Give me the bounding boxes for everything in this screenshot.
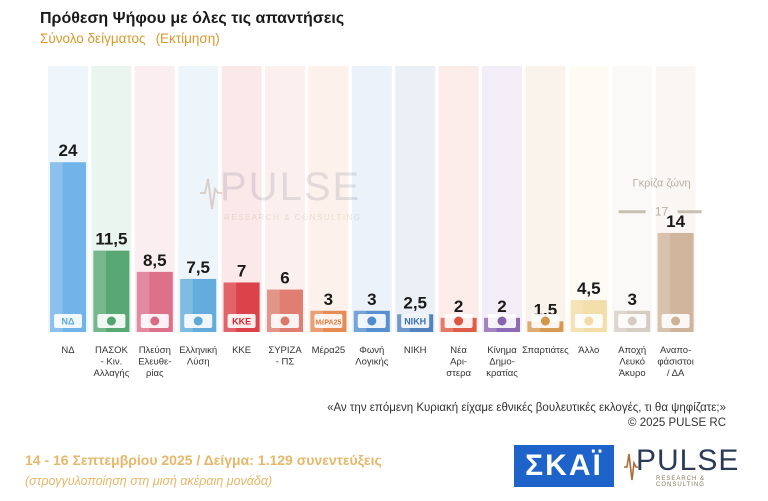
bar-background-column (482, 66, 522, 332)
category-label: ΚΚΕ (232, 345, 251, 356)
rounding-note: (στρογγυλοποίηση στη μισή ακέραιη μονάδα… (25, 474, 273, 488)
bar-value-label: 2 (454, 297, 463, 316)
bar-value-label: 3 (367, 290, 376, 309)
category-label: / ΔΑ (667, 368, 685, 379)
grey-zone-value: 17 (655, 205, 669, 219)
bar-value-label: 11,5 (95, 230, 127, 249)
category-label: Νέα (450, 345, 467, 356)
party-logo-badge (401, 314, 430, 328)
party-logo-icon (540, 316, 550, 326)
bar-background-column (351, 66, 392, 332)
bar-value-label: 24 (59, 141, 78, 160)
party-logo-badge (314, 314, 343, 328)
category-label: ΠΑΣΟΚ (95, 345, 128, 356)
bar-value-label: 4,5 (577, 279, 601, 298)
bar-value-label: 6 (280, 269, 289, 288)
bar-value-label: 14 (666, 212, 685, 231)
pulse-logo-wave-icon (624, 453, 638, 481)
vote-intention-chart: 17 Γκρίζα ζώνη 24 ΝΔ ΝΔ 11,5 ΠΑΣΟΚ- Κιν.Αλλαγή… (48, 66, 702, 379)
category-label: Φωνή (359, 345, 384, 356)
category-label: ΣΥΡΙΖΑ (268, 345, 302, 356)
party-logo-text: ΝΔ (62, 317, 75, 327)
chart-title: Πρόθεση Ψήφου με όλες τις απαντήσεις (40, 10, 345, 27)
category-label: Δημο- (489, 357, 515, 368)
category-label: Άλλο (578, 345, 599, 356)
party-logo-icon (671, 316, 681, 326)
party-logo-icon (497, 316, 507, 326)
category-label: Λευκό (619, 357, 645, 368)
subtitle-note: (Εκτίμηση) (155, 31, 220, 46)
bar-value-label: 8,5 (143, 251, 167, 270)
bar (50, 162, 86, 332)
bar-value-label: 2 (497, 297, 506, 316)
subtitle-text: Σύνολο δείγματος (40, 31, 146, 46)
party-logo-icon (280, 316, 290, 326)
bar-value-label: 7 (237, 261, 246, 280)
party-logo-icon (106, 316, 116, 326)
category-label: Αναπο- (660, 345, 691, 356)
bar-value-label: 3 (627, 290, 636, 309)
category-label: Αλλαγής (94, 368, 130, 379)
category-label: Λογικής (355, 357, 389, 368)
skai-logo: ΣΚΑΪ (514, 445, 614, 487)
watermark-brand: PULSE (220, 165, 362, 209)
pulse-logo: PULSE RESEARCH & CONSULTING (624, 444, 738, 490)
copyright: © 2025 PULSE RC (628, 417, 726, 429)
category-label: Ελευθε- (138, 357, 171, 368)
category-label: Λύση (187, 357, 210, 368)
party-logo-text: ΝΙΚΗ (404, 317, 426, 327)
party-logo-badge (227, 314, 256, 328)
bar-value-label: 3 (324, 290, 333, 309)
party-logo-icon (367, 316, 377, 326)
pulse-logo-text: PULSE (636, 444, 740, 477)
category-label: ρίας (146, 368, 164, 379)
category-label: ΝΔ (61, 345, 75, 356)
chart-subtitle: Σύνολο δείγματος (Εκτίμηση) (40, 31, 220, 46)
category-label: Άκυρο (619, 368, 646, 379)
category-label: Πλεύση (139, 345, 171, 356)
category-label: Ελληνική (179, 345, 217, 356)
category-label: - Κιν. (101, 357, 123, 368)
pulse-logo-tagline: RESEARCH & CONSULTING (656, 476, 706, 488)
party-logo-icon (584, 316, 594, 326)
survey-dates: 14 - 16 Σεπτεμβρίου 2025 / Δείγμα: 1.129… (25, 452, 382, 468)
bar-highlight (93, 250, 106, 332)
category-label: κρατίας (486, 368, 518, 379)
category-label: Σπαρτιάτες (522, 345, 569, 356)
pulse-watermark: PULSE RESEARCH & CONSULTING (200, 165, 370, 235)
bar-background-column (525, 66, 566, 332)
party-logo-text: ΜέΡΑ25 (315, 320, 341, 327)
bar-highlight (657, 232, 671, 332)
bar-background-column (438, 66, 479, 332)
grey-zone-label: Γκρίζα ζώνη (633, 178, 691, 190)
party-logo-icon (627, 316, 637, 326)
category-label: Αρι- (450, 357, 467, 368)
bar-background-column (612, 66, 653, 332)
party-logo-icon (193, 316, 203, 326)
category-label: Αποχή (618, 345, 646, 356)
watermark-tagline: RESEARCH & CONSULTING (224, 213, 362, 222)
category-label: ΝΙΚΗ (404, 345, 427, 356)
bar-value-label: 7,5 (186, 258, 210, 277)
category-label: στερα (446, 368, 471, 379)
party-logo-icon (150, 316, 160, 326)
category-label: φάσιστοι (657, 357, 694, 368)
pulse-wave-icon (200, 178, 222, 210)
bar-background-column (568, 66, 609, 332)
party-logo-badge (54, 314, 82, 328)
category-label: Μέρα25 (312, 345, 346, 356)
bar-value-label: 2,5 (403, 293, 427, 312)
party-logo-icon (454, 316, 464, 326)
bar-highlight (50, 162, 63, 332)
survey-question: «Αν την επόμενη Κυριακή είχαμε εθνικές β… (327, 402, 726, 414)
bar-background-column (265, 66, 305, 332)
party-logo-text: ΚΚΕ (232, 317, 251, 327)
category-label: - ΠΣ (276, 357, 295, 368)
category-label: Κίνημα (487, 345, 517, 356)
bar-background-column (308, 66, 349, 332)
bar-background-column (395, 66, 436, 332)
